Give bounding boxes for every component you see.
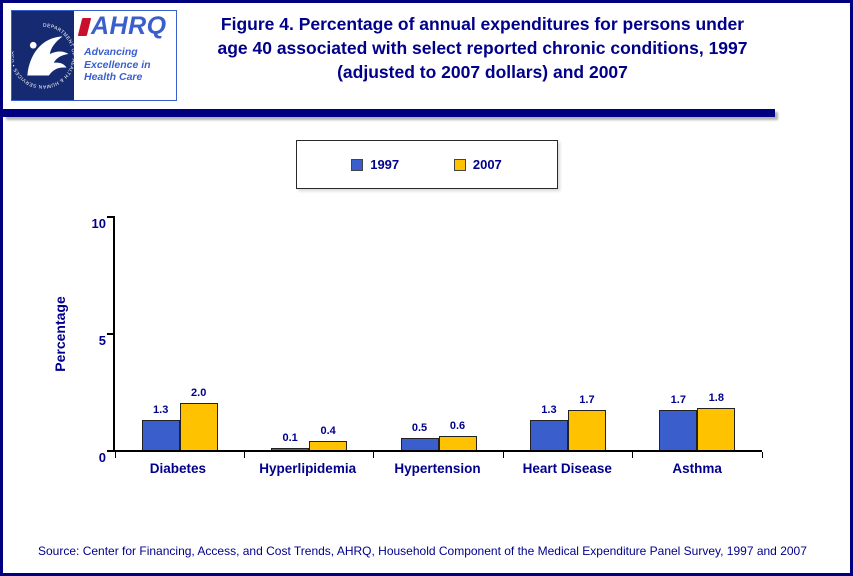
bar-value-label: 0.5 bbox=[411, 422, 428, 435]
bar-2007-diabetes: 2.0 bbox=[179, 387, 218, 450]
ahrq-tagline-line2: Excellence in bbox=[84, 58, 151, 71]
category-label-hypertension: Hypertension bbox=[394, 461, 481, 476]
x-tick-mark bbox=[761, 452, 763, 458]
bar-group-hyperlipidemia: 0.1 0.4 bbox=[244, 216, 373, 450]
category-label-hyperlipidemia: Hyperlipidemia bbox=[259, 461, 357, 476]
bar-value-label: 1.7 bbox=[670, 394, 686, 407]
y-axis-label: Percentage bbox=[52, 296, 68, 372]
bar-value-label: 1.8 bbox=[708, 391, 724, 404]
y-tick-mark bbox=[107, 450, 115, 452]
x-tick-mark bbox=[373, 452, 375, 458]
ahrq-logo-box: AHRQ Advancing Excellence in Health Care bbox=[74, 11, 176, 100]
x-tick-mark bbox=[114, 452, 116, 458]
chart-legend: 1997 2007 bbox=[295, 140, 558, 189]
ahrq-hhs-logo: DEPARTMENT OF HEALTH & HUMAN SERVICES • … bbox=[11, 10, 177, 101]
x-tick-mark bbox=[502, 452, 504, 458]
legend-swatch-2007 bbox=[453, 158, 466, 171]
bar-2007-hyperlipidemia: 0.4 bbox=[309, 425, 348, 450]
bar-value-label: 1.3 bbox=[153, 403, 169, 416]
bar-group-hypertension: 0.5 0.6 bbox=[374, 216, 503, 450]
bar-group-heart-disease: 1.3 1.7 bbox=[503, 216, 632, 450]
bar-groups: 1.3 2.0 0.1 0.4 0.5 0.6 1.3 1.7 1.7 1.8 bbox=[115, 216, 762, 450]
title-zone: Figure 4. Percentage of annual expenditu… bbox=[177, 10, 840, 84]
legend-item-2007: 2007 bbox=[453, 157, 502, 172]
bar-chart: Percentage 1.3 2.0 0.1 0.4 0.5 0.6 1.3 1.7 1.7 1.… bbox=[3, 216, 850, 476]
bar-2007-heart-disease: 1.7 bbox=[567, 394, 606, 450]
legend-swatch-1997 bbox=[351, 158, 364, 171]
bar-1997-diabetes: 1.3 bbox=[141, 404, 180, 450]
bar-value-label: 0.4 bbox=[320, 424, 336, 437]
figure-title: Figure 4. Percentage of annual expenditu… bbox=[217, 14, 748, 83]
flag-accent-icon bbox=[77, 18, 92, 36]
bar-value-label: 2.0 bbox=[191, 387, 207, 400]
ahrq-wordmark-row: AHRQ bbox=[77, 12, 172, 40]
y-tick-label-0: 0 bbox=[98, 450, 106, 465]
bar-group-diabetes: 1.3 2.0 bbox=[115, 216, 244, 450]
legend-label-2007: 2007 bbox=[472, 157, 502, 172]
plot-area: 1.3 2.0 0.1 0.4 0.5 0.6 1.3 1.7 1.7 1.8 0 5 10 bbox=[92, 216, 763, 465]
y-tick-label-10: 10 bbox=[91, 216, 106, 231]
ahrq-tagline: Advancing Excellence in Health Care bbox=[80, 46, 172, 84]
hhs-eagle-seal-icon: DEPARTMENT OF HEALTH & HUMAN SERVICES • … bbox=[12, 11, 74, 100]
header: DEPARTMENT OF HEALTH & HUMAN SERVICES • … bbox=[3, 3, 850, 109]
category-axis: Diabetes Hyperlipidemia Hypertension Heart … bbox=[113, 461, 762, 476]
x-tick-mark bbox=[243, 452, 245, 458]
header-divider bbox=[3, 109, 775, 117]
y-tick-label-5: 5 bbox=[98, 333, 106, 348]
bar-2007-asthma: 1.8 bbox=[697, 392, 736, 450]
bar-value-label: 1.7 bbox=[579, 394, 595, 407]
y-tick-mark bbox=[107, 216, 115, 218]
category-label-diabetes: Diabetes bbox=[149, 461, 207, 476]
bar-1997-heart-disease: 1.3 bbox=[529, 404, 568, 450]
legend-label-1997: 1997 bbox=[370, 157, 400, 172]
ahrq-tagline-line1: Advancing bbox=[84, 46, 138, 58]
bar-value-label: 0.1 bbox=[282, 431, 298, 444]
legend-item-1997: 1997 bbox=[351, 157, 399, 172]
x-tick-mark bbox=[632, 452, 634, 458]
bar-1997-asthma: 1.7 bbox=[659, 394, 698, 450]
bar-1997-hyperlipidemia: 0.1 bbox=[271, 432, 310, 450]
ahrq-tagline-line3: Health Care bbox=[84, 71, 143, 84]
source-note: Source: Center for Financing, Access, an… bbox=[38, 544, 807, 558]
bar-1997-hypertension: 0.5 bbox=[400, 422, 439, 450]
y-tick-mark bbox=[107, 333, 115, 335]
bar-value-label: 0.6 bbox=[449, 419, 466, 432]
bar-2007-hypertension: 0.6 bbox=[438, 420, 477, 450]
bar-value-label: 1.3 bbox=[541, 403, 557, 416]
category-label-asthma: Asthma bbox=[672, 461, 722, 476]
bar-group-asthma: 1.7 1.8 bbox=[633, 216, 762, 450]
category-label-heart-disease: Heart Disease bbox=[522, 461, 612, 476]
ahrq-wordmark: AHRQ bbox=[91, 12, 167, 40]
